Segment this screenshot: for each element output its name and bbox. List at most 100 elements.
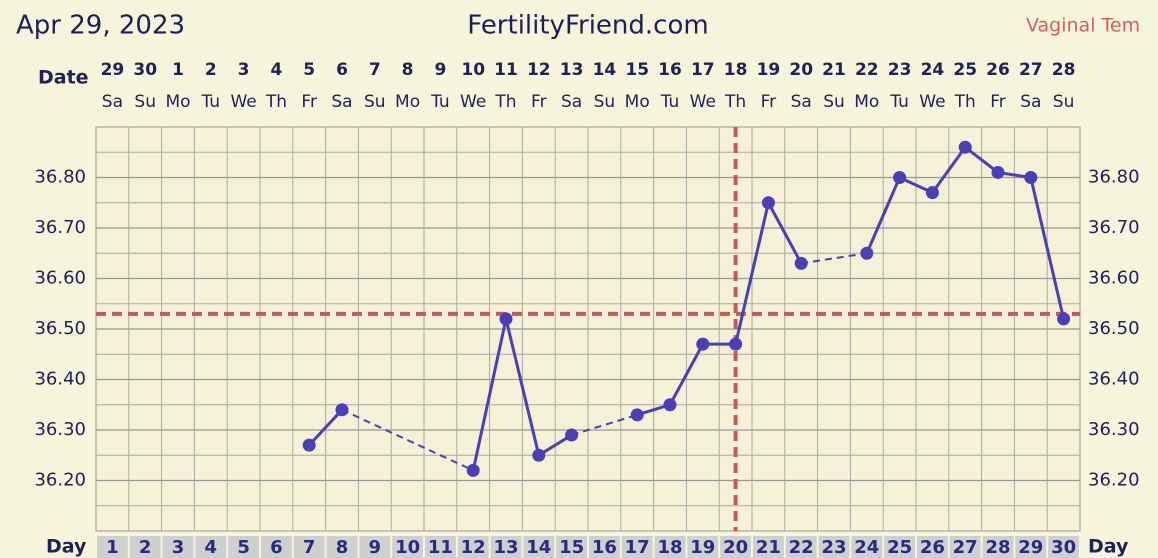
temp-point — [302, 438, 316, 452]
x-tick-label: 7 — [303, 537, 316, 558]
x-tick-label: 24 — [854, 537, 879, 558]
x-tick-label: 14 — [526, 537, 551, 558]
chart-date: Apr 29, 2023 — [16, 11, 185, 41]
weekday-label: Mo — [625, 92, 650, 112]
day-cell — [785, 536, 817, 558]
day-cell — [1015, 536, 1047, 558]
temp-point — [466, 463, 480, 477]
temp-point — [958, 140, 972, 154]
temp-line — [471, 318, 573, 471]
weekday-label: Th — [494, 92, 516, 112]
x-tick-label: 2 — [139, 537, 152, 558]
day-cell — [228, 536, 259, 558]
x-tick-label: 10 — [395, 537, 420, 558]
day-cell — [949, 536, 981, 558]
day-cell — [523, 536, 555, 558]
y-tick-label: 36.70 — [34, 217, 86, 238]
y-tick-label: 36.20 — [1088, 470, 1140, 491]
weekday-label: Tu — [430, 92, 450, 112]
y-tick-label: 36.40 — [34, 369, 86, 390]
gap-connector — [341, 408, 474, 472]
date-label: 9 — [434, 60, 446, 80]
day-cell — [917, 536, 948, 558]
date-label: 14 — [593, 60, 617, 80]
weekday-label: Su — [594, 92, 616, 112]
date-label: 2 — [205, 60, 217, 80]
weekday-label: Th — [954, 92, 976, 112]
x-tick-label: 6 — [270, 537, 283, 558]
day-cell — [359, 536, 391, 558]
weekday-label: Sa — [561, 92, 582, 112]
temp-point — [335, 403, 349, 417]
day-cell — [162, 536, 194, 558]
weekday-label: Mo — [854, 92, 879, 112]
chart-title: FertilityFriend.com — [467, 11, 708, 41]
day-cell — [884, 536, 915, 558]
weekday-label: We — [230, 92, 256, 112]
y-tick-label: 36.80 — [34, 167, 86, 188]
day-cell — [457, 536, 489, 558]
temp-point — [893, 171, 907, 184]
x-tick-label: 4 — [205, 537, 218, 558]
day-cell — [326, 536, 358, 558]
date-label: 12 — [527, 60, 551, 80]
x-tick-label: 22 — [789, 537, 814, 558]
x-tick-label: 8 — [336, 537, 349, 558]
date-label: 25 — [953, 60, 977, 80]
x-tick-label: 12 — [461, 537, 486, 558]
temp-point — [532, 448, 546, 462]
temp-point — [991, 165, 1005, 179]
weekday-label: Fr — [990, 92, 1006, 112]
temp-line — [308, 408, 344, 447]
weekday-label: Su — [364, 92, 386, 112]
day-cell — [654, 536, 686, 558]
x-tick-label: 1 — [106, 537, 119, 558]
x-tick-label: 21 — [756, 537, 781, 558]
day-cell — [293, 536, 325, 558]
x-tick-label: 11 — [428, 537, 453, 558]
temp-point — [761, 196, 775, 210]
x-tick-label: 16 — [592, 537, 617, 558]
weekday-label: Sa — [102, 92, 123, 112]
day-cell — [129, 536, 161, 558]
day-cell — [392, 536, 423, 558]
day-cell — [621, 536, 653, 558]
day-cell — [982, 536, 1014, 558]
date-label: 3 — [238, 60, 250, 80]
date-label: 29 — [101, 60, 125, 80]
date-label: 30 — [133, 60, 157, 80]
temp-point — [565, 428, 579, 442]
y-tick-label: 36.50 — [1088, 318, 1140, 339]
temp-point — [860, 246, 874, 260]
x-tick-label: 28 — [985, 537, 1010, 558]
y-tick-label: 36.80 — [1088, 167, 1140, 188]
weekday-label: Su — [1053, 92, 1075, 112]
date-label: 6 — [336, 60, 348, 80]
day-cell — [425, 536, 456, 558]
date-row-label: Date — [38, 67, 89, 89]
weekday-label: Th — [724, 92, 746, 112]
x-tick-label: 13 — [493, 537, 518, 558]
date-label: 23 — [888, 60, 912, 80]
date-label: 10 — [461, 60, 485, 80]
x-tick-label: 18 — [657, 537, 682, 558]
x-tick-label: 3 — [172, 537, 185, 558]
date-label: 19 — [757, 60, 781, 80]
x-tick-label: 23 — [821, 537, 846, 558]
day-cell — [687, 536, 719, 558]
date-label: 13 — [560, 60, 584, 80]
date-label: 15 — [625, 60, 649, 80]
day-cell — [753, 536, 784, 558]
weekday-label: Mo — [165, 92, 190, 112]
date-label: 1 — [172, 60, 184, 80]
x-tick-label: 20 — [723, 537, 748, 558]
y-tick-label: 36.50 — [34, 318, 86, 339]
temp-point — [696, 337, 710, 351]
temp-point — [1057, 312, 1071, 326]
x-tick-label: 15 — [559, 537, 584, 558]
weekday-label: We — [919, 92, 945, 112]
x-tick-label: 26 — [920, 537, 945, 558]
y-tick-label: 36.30 — [34, 419, 86, 440]
date-label: 21 — [822, 60, 846, 80]
